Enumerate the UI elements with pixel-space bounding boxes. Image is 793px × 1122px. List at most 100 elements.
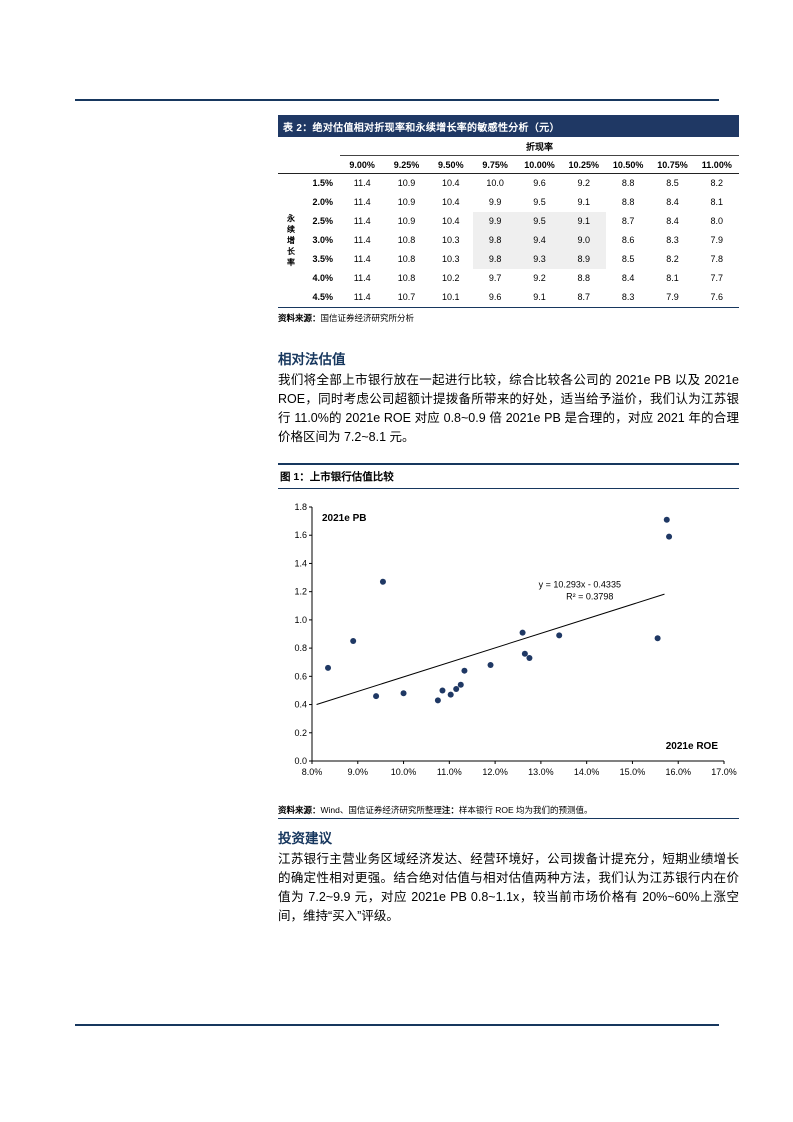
y-tick-label: 0.8 [294,643,307,653]
row-label: 3.0% [312,235,333,245]
table-cell: 9.7 [488,273,502,283]
data-point [654,635,661,642]
data-point [461,667,468,674]
x-tick-label: 9.0% [348,767,369,777]
table-cell: 10.2 [442,273,460,283]
x-tick-label: 17.0% [711,767,737,777]
data-point [521,650,528,657]
table-row: 3.0% 11.4 10.8 10.3 9.8 9.4 9.0 8.6 8.3 7.9 [278,231,739,250]
table-cell: 10.8 [397,273,416,283]
table-cell: 9.6 [472,288,518,308]
data-point [373,693,380,700]
table-cell: 7.6 [694,288,739,308]
table-cell: 8.0 [710,216,724,226]
data-point [556,632,563,639]
data-point [666,533,673,540]
table-cell: 8.1 [710,197,724,207]
data-point [400,690,407,697]
table-cell: 7.7 [710,273,724,283]
section-heading-investment-advice: 投资建议 [278,831,332,846]
table-cell: 9.4 [517,231,562,250]
table-cell: 8.3 [605,288,651,308]
data-point [526,654,533,661]
data-point [453,686,460,693]
y-tick-label: 1.0 [294,615,307,625]
y-tick-label: 0.0 [294,756,307,766]
table-cell: 9.2 [533,273,546,283]
header-rule [75,99,719,101]
trendline-r2: R² = 0.3798 [566,591,613,601]
sensitivity-table-block: 表 2：绝对估值相对折现率和永续增长率的敏感性分析（元） 折现率 9.00% 9.2… [278,115,739,324]
data-point [325,664,332,671]
table-row: 3.5% 11.4 10.8 10.3 9.8 9.3 8.9 8.5 8.2 7.8 [278,250,739,269]
table-cell: 8.2 [710,178,724,188]
table-cell: 9.5 [517,212,562,231]
table-cell: 7.9 [650,288,695,308]
footer-rule [75,1024,719,1026]
corner-cell [278,137,340,156]
table-cell: 8.5 [666,178,679,188]
column-header: 9.00% [340,155,385,174]
table-cell: 7.9 [710,235,724,245]
figure-source: 资料来源：Wind、国信证券经济研究所整理注：样本银行 ROE 均为我们的预测值… [278,800,739,816]
table-cell: 10.4 [442,216,460,226]
scatter-plot: 0.0 0.2 0.4 0.6 0.8 1.0 1.2 1.4 1.6 1.8 8.0% 9.0% 10… [294,502,737,777]
table-row: 4.5% 11.4 10.7 10.1 9.6 9.1 8.7 8.3 7.9 7.6 [278,288,739,308]
table-cell: 8.5 [621,254,635,264]
table-cell: 9.5 [533,197,546,207]
table-cell: 8.9 [561,250,606,269]
row-label: 4.0% [312,273,333,283]
x-tick-label: 15.0% [620,767,646,777]
table-cell: 9.0 [561,231,606,250]
y-tick-label: 0.6 [294,671,307,681]
table-cell: 11.4 [353,235,371,245]
y-axis-title: 2021e PB [322,513,366,524]
trendline [316,593,665,705]
table-cell: 11.4 [353,273,371,283]
data-point [457,681,464,688]
discount-rate-group-header: 折现率 [340,137,739,156]
table-cell: 11.4 [353,216,371,226]
table-cell: 9.1 [561,212,606,231]
table-cell: 8.7 [621,216,635,226]
y-tick-label: 1.8 [294,502,307,512]
table-cell: 9.1 [577,197,591,207]
table-cell: 10.1 [428,288,473,308]
x-tick-label: 11.0% [437,767,462,777]
table-cell: 8.7 [561,288,606,308]
x-tick-label: 12.0% [482,767,508,777]
table-cell: 11.4 [353,197,371,207]
table-cell: 9.6 [533,178,546,188]
data-point [379,578,386,585]
x-tick-label: 16.0% [665,767,691,777]
row-label: 2.5% [312,216,333,226]
table-cell: 9.9 [488,197,502,207]
table-row: 2.0% 11.4 10.9 10.4 9.9 9.5 9.1 8.8 8.4 8.1 [278,193,739,212]
table-cell: 8.4 [666,216,679,226]
y-tick-label: 1.6 [294,530,307,540]
section-body-relative-valuation: 我们将全部上市银行放在一起进行比较，综合比较各公司的 2021e PB 以及 2… [278,373,739,444]
table-cell: 8.3 [666,235,679,245]
column-header: 10.50% [605,155,651,174]
row-label: 2.0% [312,197,333,207]
table-cell: 11.4 [353,178,371,188]
source-text: 国信证券经济研究所分析 [320,313,415,323]
row-label: 1.5% [312,178,333,188]
table-row: 4.0% 11.4 10.8 10.2 9.7 9.2 8.8 8.4 8.1 7.7 [278,269,739,288]
table-cell: 11.4 [340,288,385,308]
y-tick-label: 0.2 [294,728,307,738]
table-cell: 10.9 [397,216,416,226]
source-label: 资料来源： [278,805,321,815]
x-tick-label: 13.0% [528,767,554,777]
table-cell: 9.8 [472,231,518,250]
table-cell: 10.0 [486,178,504,188]
table-cell: 8.4 [666,197,679,207]
table-cell: 7.8 [710,254,724,264]
table-cell: 9.1 [517,288,562,308]
section-body-investment-advice: 江苏银行主营业务区域经济发达、经营环境好，公司拨备计提充分，短期业绩增长的确定性… [278,852,739,923]
table-cell: 8.8 [621,197,635,207]
source-label: 资料来源： [278,313,321,323]
table-cell: 8.6 [621,235,635,245]
column-header: 9.50% [428,155,473,174]
